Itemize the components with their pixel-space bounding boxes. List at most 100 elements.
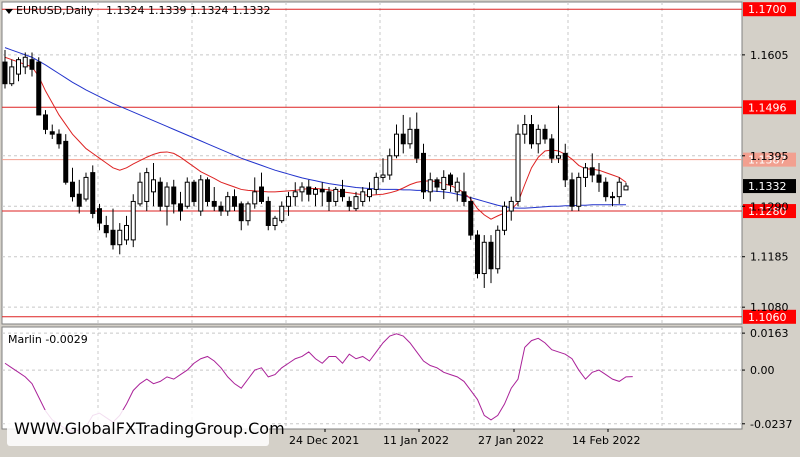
level-tag-1.1700 (743, 2, 796, 17)
candle (434, 177, 440, 192)
time-axis[interactable]: 24 Dec 2021 11 Jan 2022 27 Jan 2022 14 Feb … (289, 429, 640, 447)
candle (232, 189, 237, 212)
candle-body-bear (70, 181, 75, 198)
candle-body-bear (76, 193, 82, 207)
candle (549, 134, 555, 163)
candle (49, 124, 55, 139)
horizontal-levels[interactable]: 1.1700 1.1496 1.1387 1.1280 1.1060 (2, 2, 796, 324)
candle (151, 163, 156, 207)
level-tag-1.1496 (743, 100, 796, 115)
candle (448, 172, 453, 192)
candle (178, 191, 183, 221)
candle (238, 201, 244, 231)
candle (529, 114, 534, 149)
candle-body-bull (441, 176, 447, 190)
candle-body-bear (421, 152, 426, 193)
watermark: WWW.GlobalFXTradingGroup.Com (7, 410, 285, 446)
candle (623, 182, 629, 191)
candle (333, 187, 339, 207)
level-tag-label: 1.1060 (748, 311, 787, 324)
candle (29, 52, 35, 77)
candle (117, 223, 123, 255)
candle (90, 165, 96, 219)
indicator-axis-label: -0.0237 (750, 418, 792, 431)
level-tag-1.1387 (743, 152, 796, 167)
level-tag-1.1280 (743, 204, 796, 219)
chart-header: EURUSD,Daily 1.1324 1.1339 1.1324 1.1332 (5, 4, 270, 17)
candle-body-bull (130, 200, 136, 241)
level-tag-label: 1.1496 (748, 101, 787, 114)
candle-body-bear (218, 205, 224, 212)
current-price-label: 1.1332 (748, 180, 787, 193)
candle-body-bull (184, 181, 190, 207)
candle (144, 167, 150, 212)
candle-body-bear (529, 124, 534, 145)
candle-body-bull (151, 179, 156, 193)
candle-body-bear (36, 61, 42, 116)
candle-body-bull (367, 188, 372, 198)
collapse-triangle-icon[interactable] (5, 9, 13, 14)
candle (171, 179, 177, 214)
candle-body-bull (299, 186, 305, 193)
candle-body-bull (164, 186, 170, 207)
level-tag-label: 1.1280 (748, 205, 787, 218)
candle (562, 143, 568, 188)
candle (9, 59, 15, 87)
candle-body-bull (454, 181, 460, 193)
candle-body-bull (481, 241, 487, 275)
candle (218, 201, 224, 216)
time-axis-label: 14 Feb 2022 (572, 434, 640, 447)
candle (427, 172, 433, 202)
candle-body-bear (562, 152, 568, 181)
candle-body-bull (144, 172, 150, 202)
candle-body-bull (117, 229, 123, 246)
candle-body-bear (340, 188, 345, 198)
candle (306, 179, 312, 202)
candle (522, 114, 528, 144)
candle (292, 182, 298, 207)
candle (461, 172, 467, 207)
indicator-axis-label: 0.0163 (750, 327, 789, 340)
candle-body-bear (468, 200, 474, 236)
candle (475, 230, 480, 279)
candle (468, 196, 474, 240)
price-axis[interactable]: 1.1605 1.1395 1.1290 1.1185 1.1080 (742, 49, 789, 314)
candle (319, 182, 325, 207)
candle (441, 170, 447, 200)
candle-body-bear (29, 59, 35, 70)
candle-body-bull (198, 179, 204, 212)
candle-body-bear (448, 174, 453, 186)
candle (205, 177, 210, 207)
candle (70, 167, 75, 202)
candle (137, 172, 143, 207)
candle (272, 215, 278, 231)
candle-body-bear (43, 114, 48, 130)
candle (407, 117, 413, 149)
candle-body-bull (124, 224, 129, 241)
price-panel[interactable] (1, 1, 743, 325)
time-axis-label: 27 Jan 2022 (478, 434, 544, 447)
candle-body-bull (623, 185, 629, 191)
candle (56, 129, 62, 149)
candle-body-bull (427, 179, 433, 193)
candle (495, 225, 501, 274)
candle (373, 172, 379, 195)
candle (340, 179, 345, 202)
candle (556, 105, 561, 163)
candle-body-bull (83, 176, 89, 200)
price-axis-label: 1.1290 (750, 200, 789, 213)
candle-body-bull (394, 133, 399, 157)
candle-body-bull (610, 196, 615, 199)
ohlc-label: 1.1324 1.1339 1.1324 1.1332 (106, 4, 270, 17)
candle (245, 201, 251, 226)
candle (279, 201, 285, 224)
candle (2, 50, 8, 89)
candle (502, 201, 507, 236)
candle (157, 177, 163, 212)
candle-body-bear (49, 131, 55, 135)
indicator-label: Marlin -0.0029 (8, 333, 88, 346)
candle (313, 187, 318, 207)
candle (360, 187, 366, 207)
candle-body-bear (542, 128, 548, 140)
